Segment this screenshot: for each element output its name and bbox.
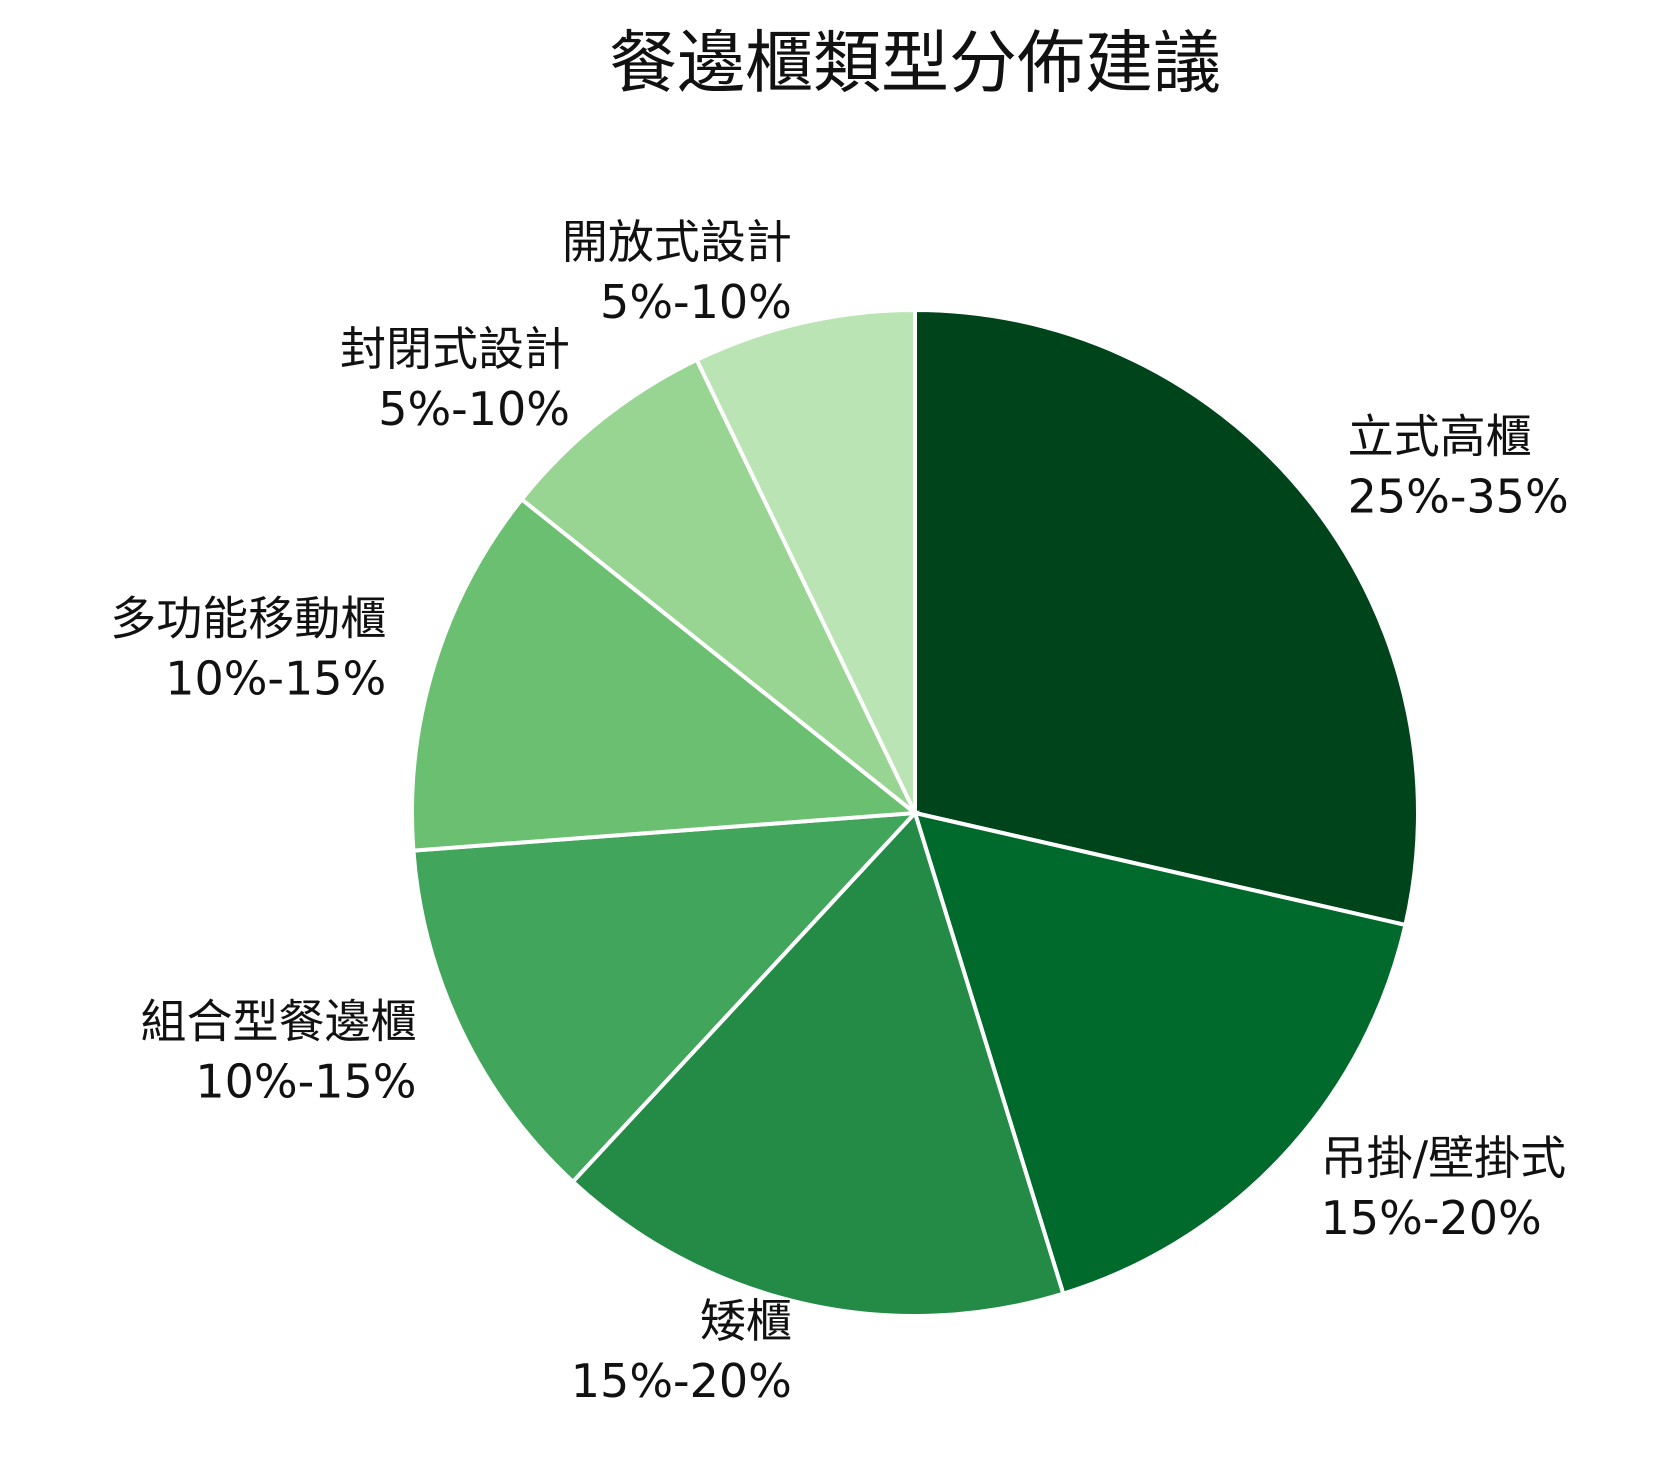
pie-slice [570, 809, 1066, 1318]
slice-label: 組合型餐邊櫃 [140, 995, 416, 1049]
pie-slice [518, 357, 917, 815]
value-label: 15%-20% [571, 1354, 792, 1408]
value-label: 25%-35% [1348, 470, 1569, 524]
pie-slice [410, 496, 921, 853]
value-label: 10%-15% [165, 651, 386, 705]
slice-label: 立式高櫃 [1348, 410, 1532, 464]
value-label: 10%-15% [195, 1055, 416, 1109]
value-label: 5%-10% [600, 275, 792, 329]
value-label: 15%-20% [1321, 1191, 1542, 1245]
chart-title: 餐邊櫃類型分佈建議 [609, 25, 1221, 104]
slice-label: 吊掛/壁掛式 [1321, 1131, 1567, 1185]
pie-slice [694, 307, 917, 814]
slice-label: 多功能移動櫃 [110, 591, 386, 645]
slice-label: 開放式設計 [562, 215, 792, 269]
pie-slice [411, 810, 920, 1185]
value-label: 5%-10% [378, 382, 570, 436]
slice-label: 矮櫃 [700, 1294, 792, 1348]
slice-label: 封閉式設計 [340, 322, 570, 376]
pie-slice [913, 307, 1420, 928]
pie-slice [912, 810, 1408, 1297]
